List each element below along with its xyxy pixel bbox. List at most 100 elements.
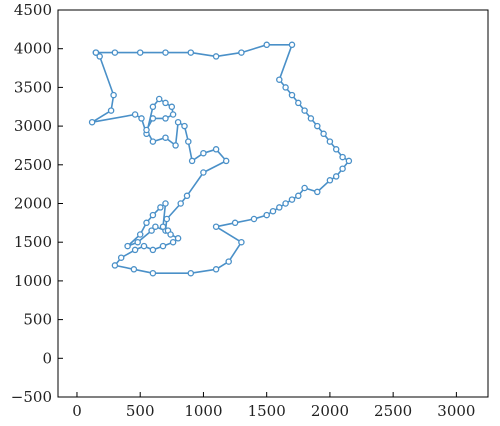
city-point [159, 223, 167, 230]
city-point [162, 115, 169, 122]
x-tick-label: 3000 [437, 402, 475, 420]
city-point [345, 157, 353, 165]
city-point [269, 207, 277, 215]
city-point [288, 41, 296, 49]
city-point [138, 115, 145, 122]
city-point [183, 192, 191, 200]
city-point [174, 118, 182, 126]
city-point [225, 258, 232, 265]
city-point [231, 219, 239, 227]
city-point [200, 149, 207, 157]
y-tick-label: 2000 [14, 195, 52, 213]
city-point [282, 200, 289, 207]
y-tick-label: 3500 [14, 78, 52, 96]
city-point [314, 188, 321, 196]
city-point [149, 211, 157, 219]
city-point [140, 242, 148, 250]
city-point [143, 219, 150, 227]
city-point [339, 165, 346, 172]
y-tick-label: 0 [42, 349, 52, 367]
city-point [96, 53, 103, 60]
city-point [157, 204, 164, 211]
city-point [282, 84, 289, 91]
city-point [212, 53, 220, 60]
city-point [172, 142, 179, 149]
city-point [238, 49, 245, 56]
city-point [162, 99, 169, 107]
city-point [148, 227, 155, 234]
city-point [159, 242, 167, 250]
city-point [162, 49, 169, 56]
x-tick-label: 1000 [184, 402, 222, 420]
y-tick-label: 4000 [14, 40, 52, 58]
y-tick-label: 2500 [14, 156, 52, 174]
city-point [131, 111, 139, 118]
city-point [212, 266, 220, 273]
city-point [111, 49, 119, 56]
city-point [155, 95, 163, 103]
y-tick-label: 500 [23, 311, 52, 329]
city-point [320, 130, 327, 138]
city-point [174, 235, 182, 242]
city-point [288, 91, 296, 99]
city-point [134, 238, 141, 246]
city-point [187, 49, 195, 56]
city-point [339, 153, 346, 161]
city-point [222, 157, 230, 165]
city-point [88, 118, 96, 126]
x-tick-label: 500 [126, 402, 155, 420]
city-point [162, 134, 169, 141]
y-tick-label: 4500 [14, 1, 52, 19]
city-point [263, 41, 270, 49]
city-point [187, 269, 195, 277]
city-point [107, 107, 115, 114]
city-point [263, 211, 270, 219]
city-point [143, 126, 150, 134]
tick-marks [58, 9, 457, 398]
city-point [314, 122, 321, 130]
city-point [301, 107, 308, 114]
city-point [181, 122, 188, 130]
city-point [149, 103, 157, 111]
city-point [152, 223, 159, 230]
plot-frame [57, 9, 489, 398]
tour-path [91, 44, 350, 274]
city-point [136, 49, 144, 56]
city-point [295, 99, 302, 107]
city-point [288, 196, 296, 203]
city-point [307, 115, 315, 122]
x-tick-labels: 0 500 1000 1500 2000 2500 3000 [72, 402, 475, 420]
city-point [188, 157, 196, 165]
city-point [111, 262, 119, 269]
y-tick-label: 1500 [14, 233, 52, 251]
city-point [167, 231, 174, 238]
city-point [212, 223, 220, 230]
city-point [301, 184, 308, 192]
y-tick-label: 1000 [14, 272, 52, 290]
city-point [149, 138, 157, 145]
city-point [332, 173, 340, 180]
city-point [169, 111, 177, 118]
city-point [168, 103, 176, 111]
x-tick-label: 2500 [374, 402, 412, 420]
y-tick-label: −500 [11, 388, 52, 406]
city-point [177, 200, 184, 207]
city-point [162, 200, 169, 207]
city-point [110, 91, 117, 99]
city-point [92, 49, 100, 56]
city-points [88, 41, 353, 277]
city-point [130, 266, 138, 273]
city-point [169, 238, 177, 246]
city-point [149, 246, 157, 254]
x-tick-label: 2000 [311, 402, 349, 420]
city-point [163, 215, 171, 223]
city-point [124, 242, 131, 250]
y-tick-label: 3000 [14, 117, 52, 135]
city-point [200, 169, 207, 176]
city-point [326, 138, 334, 145]
city-point [212, 146, 220, 153]
city-point [131, 246, 139, 254]
city-point [276, 76, 283, 83]
city-point [185, 138, 192, 145]
